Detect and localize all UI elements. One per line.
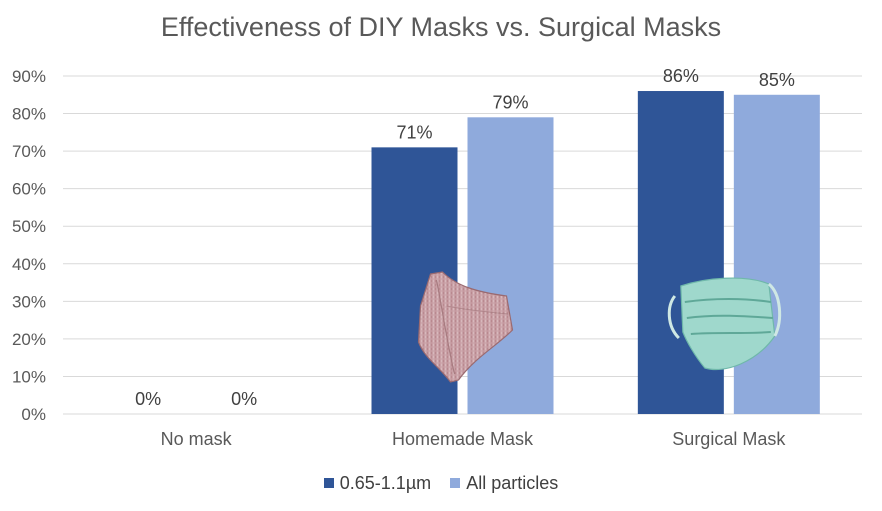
chart-title: Effectiveness of DIY Masks vs. Surgical …: [160, 12, 722, 42]
data-label: 71%: [396, 122, 432, 142]
y-tick-label: 90%: [12, 67, 46, 86]
legend-swatch-series-2: [450, 478, 461, 488]
data-label: 86%: [663, 66, 699, 86]
bar: [733, 94, 820, 415]
category-label: No mask: [161, 429, 233, 449]
y-tick-label: 60%: [12, 180, 46, 199]
y-tick-label: 20%: [12, 330, 46, 349]
y-tick-label: 0%: [21, 405, 46, 424]
category-label: Surgical Mask: [672, 429, 786, 449]
cloth-mask-icon: [417, 271, 514, 383]
legend-item-series-2: All particles: [450, 473, 558, 494]
y-tick-label: 70%: [12, 142, 46, 161]
y-tick-label: 50%: [12, 217, 46, 236]
legend-swatch-series-1: [323, 478, 334, 488]
data-label: 79%: [492, 92, 528, 112]
legend: 0.65-1.1µm All particles: [0, 472, 882, 494]
surgical-mask-icon: [667, 277, 782, 371]
y-tick-label: 40%: [12, 255, 46, 274]
legend-item-series-1: 0.65-1.1µm: [323, 472, 432, 494]
category-label: Homemade Mask: [392, 429, 534, 449]
data-label: 85%: [759, 70, 795, 90]
y-tick-label: 80%: [12, 105, 46, 124]
legend-label-series-2: All particles: [466, 472, 559, 493]
bar-chart: 0%10%20%30%40%50%60%70%80%90% 0% 0%No mas…: [12, 66, 862, 449]
legend-label-series-1: 0.65-1.1µm: [339, 472, 432, 493]
data-label: 0%: [231, 389, 257, 409]
bar: [467, 117, 554, 415]
y-tick-label: 10%: [12, 367, 46, 386]
y-tick-label: 30%: [12, 292, 46, 311]
data-label: 0%: [135, 389, 161, 409]
